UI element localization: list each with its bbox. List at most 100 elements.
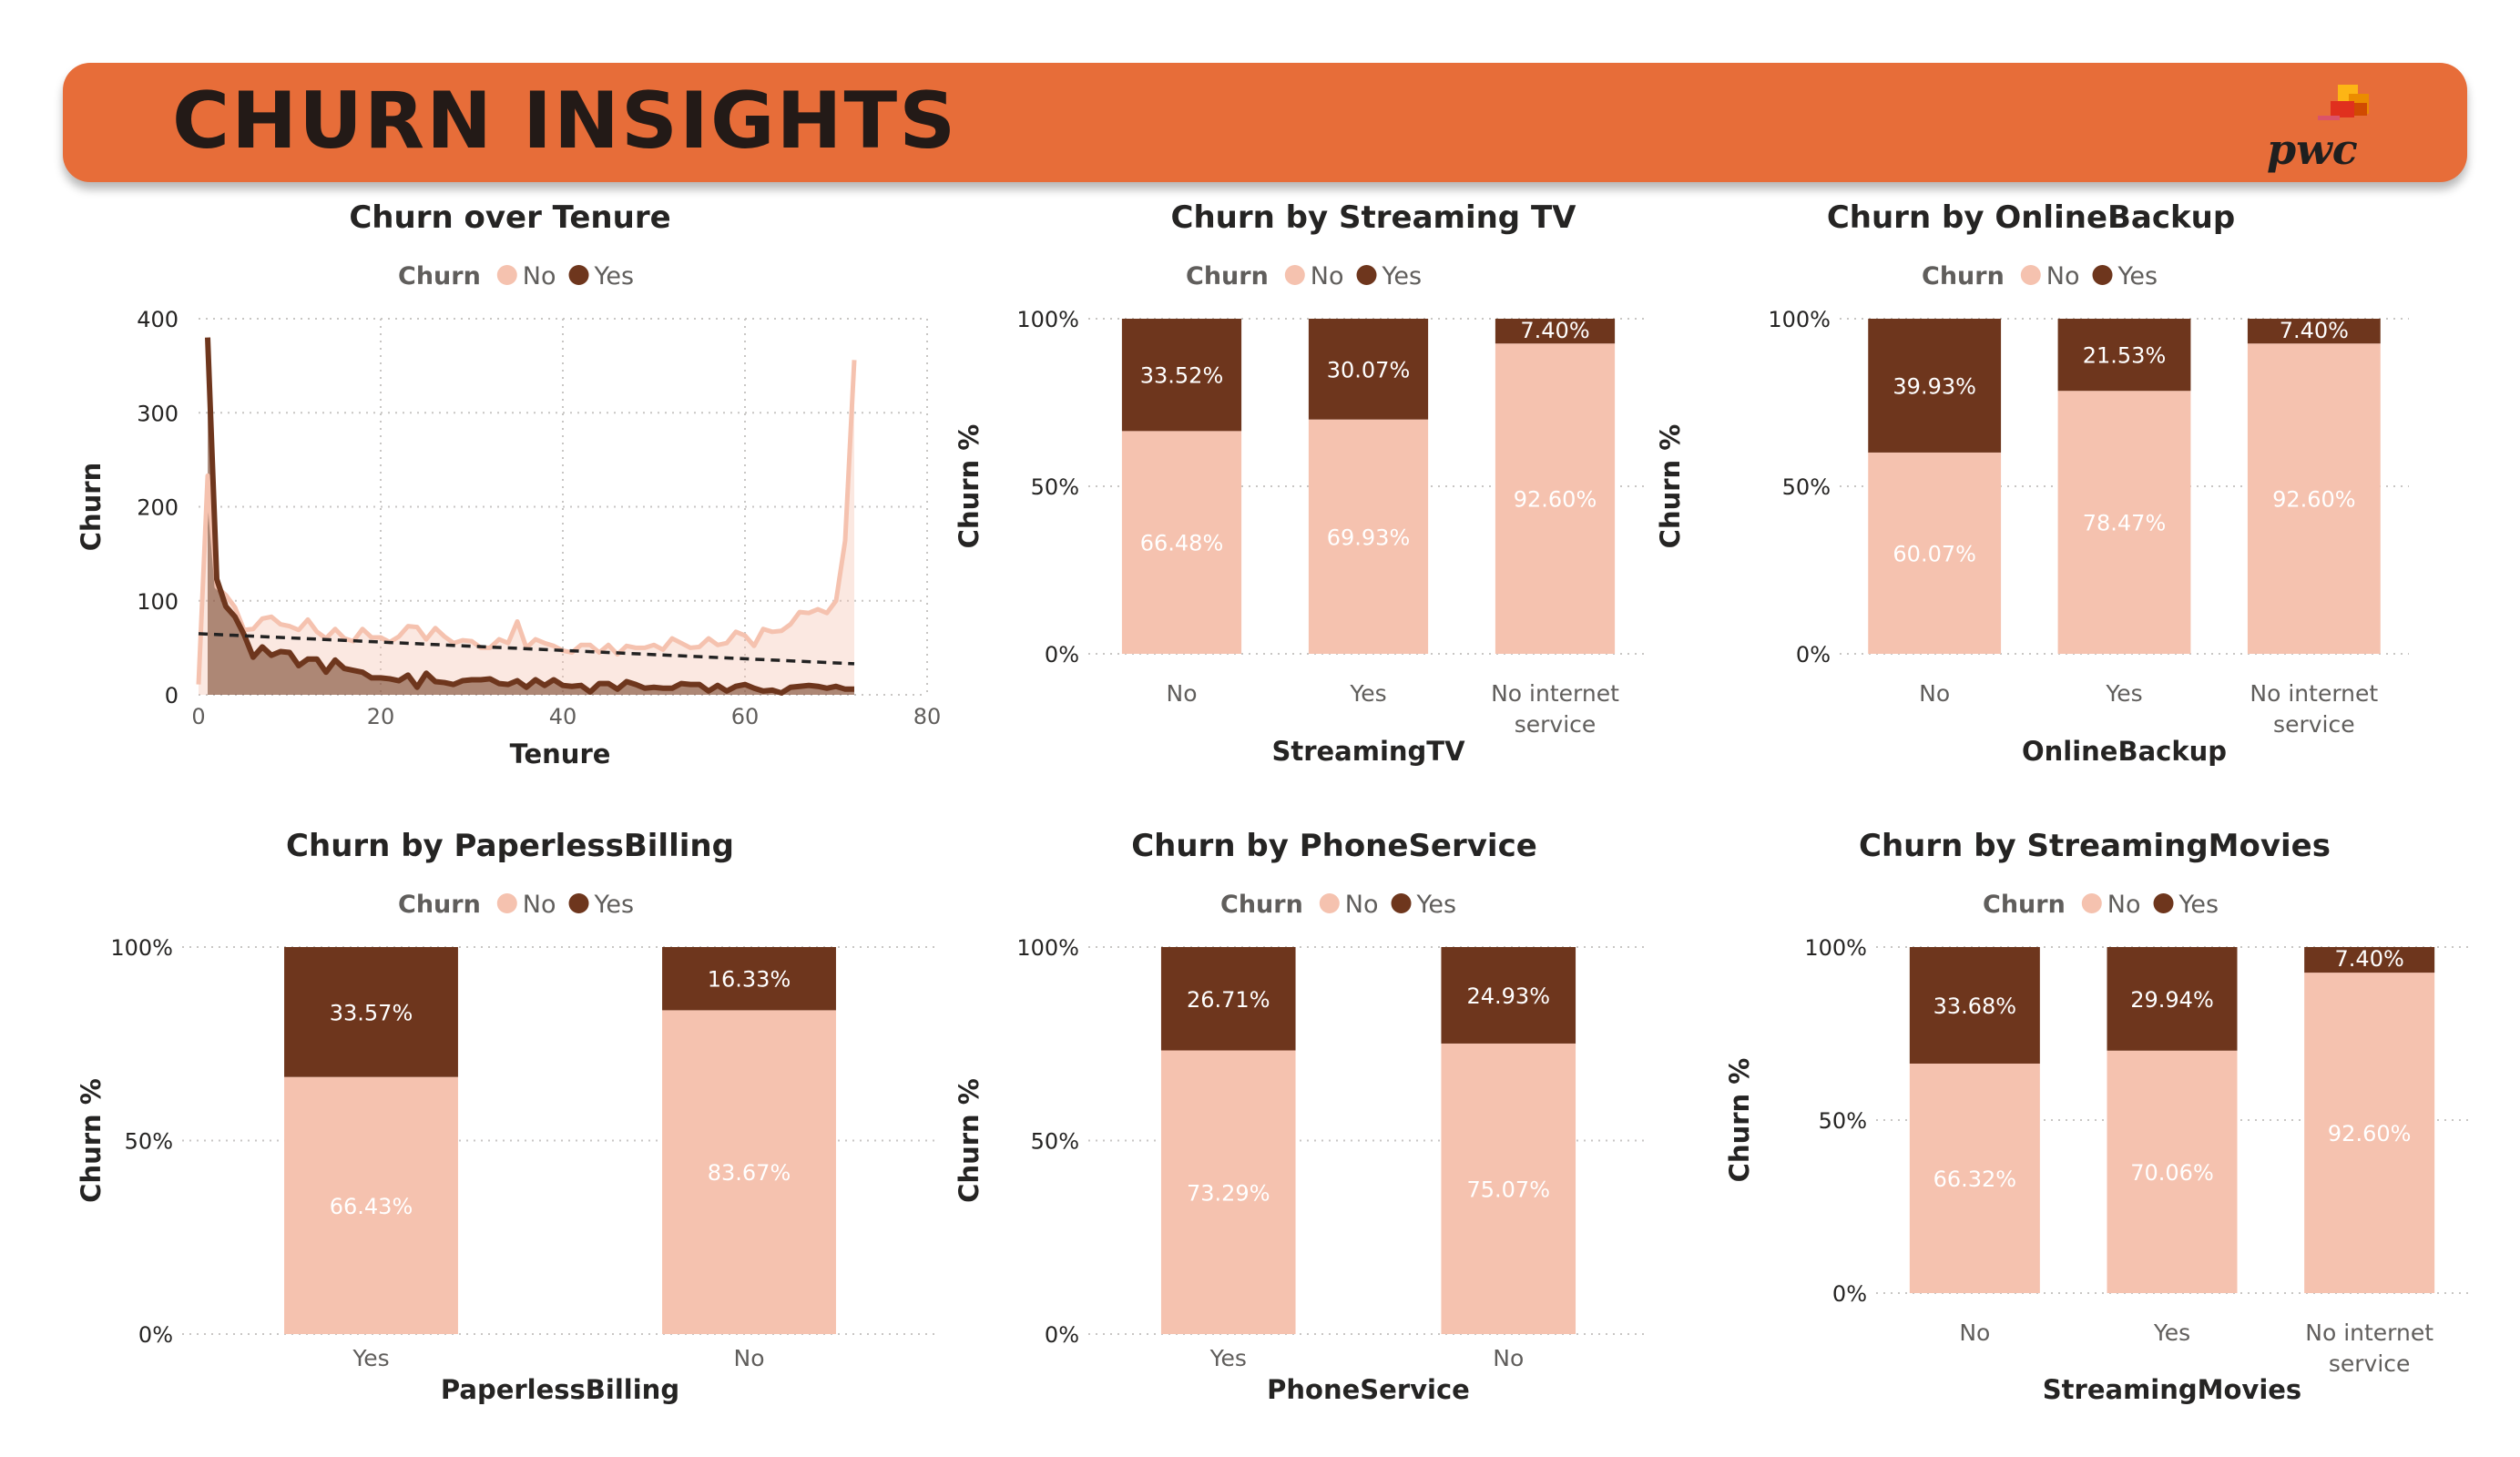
- header-banner: CHURN INSIGHTS pwc: [63, 63, 2467, 182]
- y-tick-label: 100%: [1016, 935, 1079, 961]
- y-tick-label: 100%: [110, 935, 173, 961]
- x-axis-title: StreamingMovies: [2043, 1374, 2301, 1405]
- chart-title: Churn over Tenure: [349, 199, 670, 236]
- bar-no-no-internet-service: [2247, 343, 2381, 654]
- x-tick-label: No internet: [2250, 680, 2378, 707]
- data-label-no: 66.32%: [1933, 1167, 2017, 1192]
- bar-no-no-internet-service: [1495, 343, 1616, 654]
- legend-swatch-no: [2081, 893, 2102, 913]
- data-label-no: 69.93%: [1327, 525, 1411, 550]
- legend-title: Churn: [1220, 891, 1303, 919]
- chart-svg: Churn by Streaming TV Churn No Yes 0% 50% 100%…: [954, 199, 1648, 767]
- bar-yes-yes: [1308, 319, 1429, 420]
- data-label-yes: 39.93%: [1893, 373, 1976, 399]
- legend-label-no: No: [523, 891, 556, 919]
- data-label-no: 73.29%: [1187, 1180, 1270, 1206]
- y-tick-label: 100%: [1016, 307, 1079, 332]
- legend-swatch-no: [1284, 265, 1305, 285]
- chart-churn-by-streaming-tv: Churn by Streaming TV Churn No Yes 0% 50% 100%…: [947, 191, 1667, 774]
- y-axis-title: Churn %: [1655, 424, 1686, 549]
- x-axis-title: PhoneService: [1267, 1374, 1470, 1405]
- bar-no-no: [1868, 452, 2002, 654]
- chart-churn-over-tenure: Churn over Tenure Churn No Yes 0 100 200 300 400…: [46, 191, 956, 774]
- legend-label-no: No: [2046, 262, 2080, 290]
- x-axis-title: PaperlessBilling: [441, 1374, 679, 1405]
- y-tick-label: 50%: [1031, 474, 1079, 500]
- data-label-yes: 33.52%: [1140, 363, 1224, 389]
- x-tick-label: service: [1515, 711, 1597, 738]
- bar-no-no-internet-service: [2304, 973, 2435, 1293]
- chart-svg: Churn by PhoneService Churn No Yes 0% 50% 100%…: [954, 828, 1648, 1405]
- bar-no-yes: [1308, 419, 1429, 654]
- legend-swatch-no: [496, 265, 517, 285]
- x-tick-label: Yes: [1349, 680, 1386, 707]
- bar-yes-no: [662, 947, 836, 1011]
- bar-no-yes: [2107, 1050, 2238, 1293]
- x-tick-label: service: [2273, 711, 2355, 738]
- data-label-yes: 16.33%: [708, 967, 791, 993]
- y-tick-label: 0%: [1045, 642, 1079, 667]
- y-axis-title: Churn %: [1724, 1058, 1755, 1183]
- x-tick-label: service: [2329, 1350, 2411, 1377]
- line-yes: [205, 337, 854, 696]
- data-label-yes: 29.94%: [2130, 987, 2214, 1013]
- data-label-yes: 7.40%: [2335, 946, 2404, 972]
- trend-line: [198, 632, 855, 666]
- chart-title: Churn by PaperlessBilling: [286, 828, 734, 864]
- legend-label-no: No: [1345, 891, 1379, 919]
- legend-label-yes: Yes: [1416, 891, 1457, 919]
- pwc-logo: pwc: [2267, 83, 2394, 174]
- chart-title: Churn by Streaming TV: [1171, 199, 1577, 236]
- legend-label-no: No: [523, 262, 556, 290]
- data-label-no: 92.60%: [2328, 1121, 2412, 1146]
- chart-title: Churn by OnlineBackup: [1827, 199, 2235, 236]
- legend-swatch-yes: [1391, 893, 1412, 913]
- data-label-no: 83.67%: [708, 1160, 791, 1186]
- bar-yes-no: [1868, 319, 2002, 453]
- legend-title: Churn: [1186, 262, 1269, 290]
- legend-label-yes: Yes: [594, 891, 635, 919]
- bar-no-yes: [284, 1076, 458, 1334]
- x-tick-label: No: [1167, 680, 1198, 707]
- y-axis-title: Churn %: [954, 1078, 985, 1203]
- chart-churn-by-phone-service: Churn by PhoneService Churn No Yes 0% 50% 100%…: [947, 820, 1667, 1421]
- y-tick-label: 0%: [138, 1322, 173, 1348]
- bar-yes-no-internet-service: [2247, 319, 2381, 344]
- chart-svg: Churn by StreamingMovies Churn No Yes 0% 50% 1…: [1724, 828, 2468, 1405]
- legend-swatch-no: [2020, 265, 2041, 285]
- data-label-yes: 7.40%: [1520, 318, 1589, 343]
- y-tick-label: 50%: [1819, 1108, 1867, 1134]
- y-tick-label: 0%: [1045, 1322, 1079, 1348]
- x-axis-title: StreamingTV: [1271, 736, 1465, 767]
- data-label-no: 78.47%: [2083, 511, 2167, 536]
- page-title: CHURN INSIGHTS: [172, 76, 958, 167]
- y-tick-label: 200: [137, 495, 179, 521]
- pwc-logo-text: pwc: [2267, 125, 2358, 174]
- legend-label-no: No: [2107, 891, 2141, 919]
- legend-title: Churn: [398, 891, 481, 919]
- data-label-no: 75.07%: [1466, 1177, 1550, 1202]
- y-tick-label: 100%: [1768, 307, 1831, 332]
- x-tick-label: Yes: [2105, 680, 2142, 707]
- x-tick-label: No: [1919, 680, 1950, 707]
- data-label-no: 92.60%: [1514, 487, 1597, 513]
- chart-svg: Churn by OnlineBackup Churn No Yes 0% 50% 100%…: [1655, 199, 2409, 767]
- data-label-yes: 7.40%: [2280, 318, 2349, 343]
- x-tick-label: 80: [913, 704, 942, 729]
- legend-label-no: No: [1311, 262, 1344, 290]
- area-yes: [208, 337, 854, 695]
- y-tick-label: 0%: [1832, 1281, 1867, 1307]
- legend-label-yes: Yes: [1382, 262, 1423, 290]
- legend-swatch-no: [1319, 893, 1340, 913]
- chart-churn-by-paperless-billing: Churn by PaperlessBilling Churn No Yes 0% 50%…: [46, 820, 956, 1421]
- bar-yes-no: [1441, 947, 1576, 1044]
- x-tick-label: No internet: [2305, 1319, 2433, 1346]
- bar-no-no: [1441, 1043, 1576, 1334]
- pwc-logo-mark: [2318, 85, 2369, 120]
- data-label-yes: 33.57%: [330, 1000, 413, 1025]
- data-label-yes: 21.53%: [2083, 343, 2167, 369]
- legend-label-yes: Yes: [2178, 891, 2219, 919]
- legend-swatch-yes: [568, 265, 589, 285]
- y-tick-label: 50%: [1031, 1129, 1079, 1155]
- chart-svg: Churn by PaperlessBilling Churn No Yes 0% 50%…: [76, 828, 938, 1405]
